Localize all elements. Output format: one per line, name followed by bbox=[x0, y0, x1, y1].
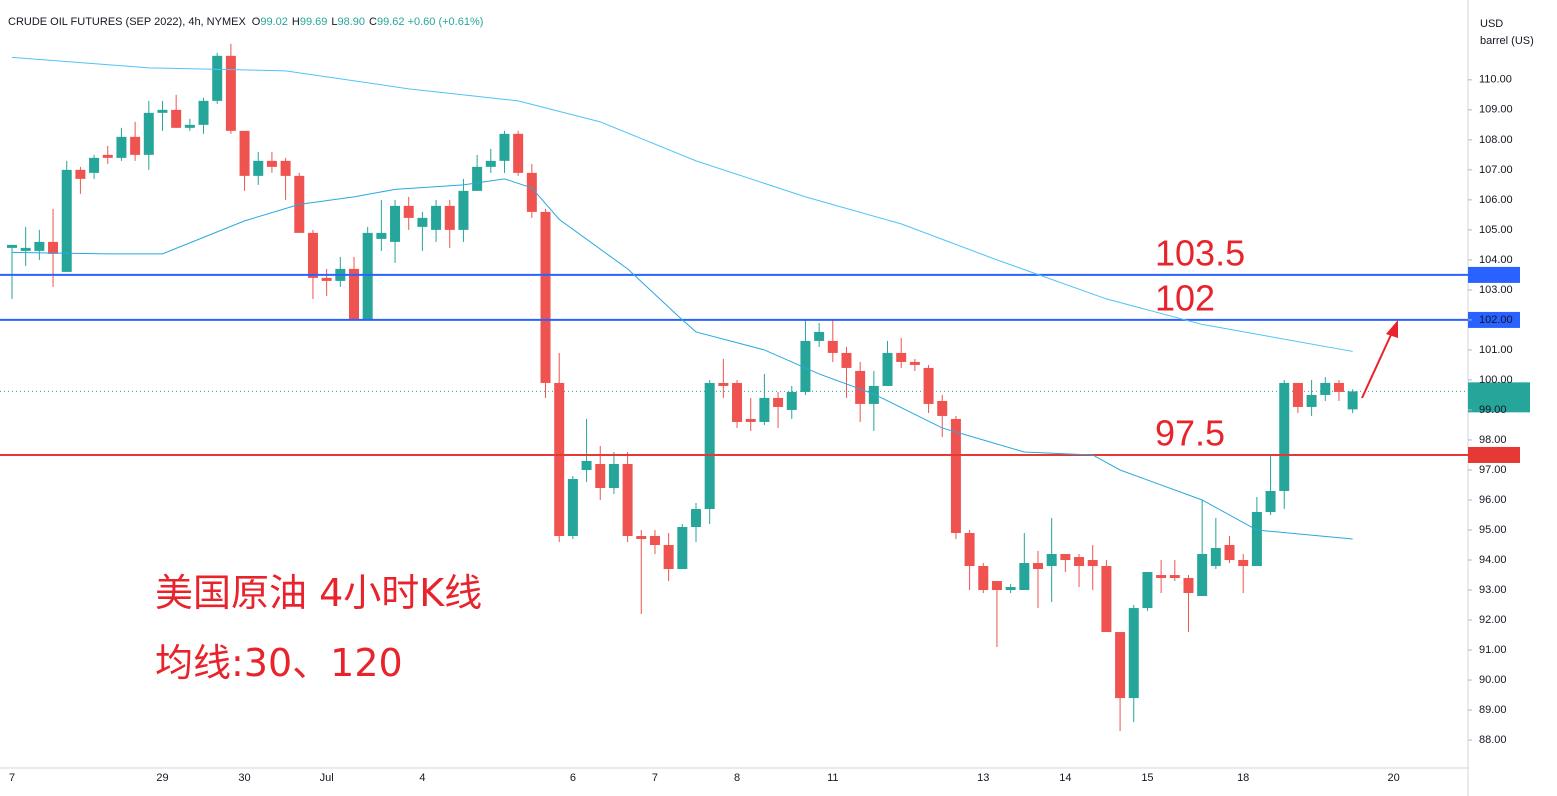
x-tick-label: 8 bbox=[734, 772, 740, 784]
y-tick-label: 101.00 bbox=[1479, 344, 1513, 356]
ohlc-value: 99.62 bbox=[376, 16, 405, 28]
level-annotation: 102 bbox=[1155, 277, 1215, 318]
y-tick-label: 98.00 bbox=[1479, 434, 1507, 446]
y-tick-label: 94.00 bbox=[1479, 554, 1507, 566]
ohlc: O99.02 H99.69 L98.90 C99.62 bbox=[246, 16, 405, 28]
level-annotation: 97.5 bbox=[1155, 412, 1225, 453]
y-tick-label: 108.00 bbox=[1479, 134, 1513, 146]
y-tick-label: 99.00 bbox=[1479, 404, 1507, 416]
y-tick-label: 92.00 bbox=[1479, 614, 1507, 626]
x-tick-label: 20 bbox=[1388, 772, 1400, 784]
x-tick-label: 4 bbox=[419, 772, 425, 784]
x-tick-label: 11 bbox=[827, 772, 838, 784]
annotation: 美国原油 4小时K线 bbox=[155, 571, 483, 615]
arrow bbox=[1361, 325, 1396, 399]
arrow-head bbox=[1386, 320, 1398, 338]
ohlc-value: 99.02 bbox=[260, 16, 288, 28]
y-tick-label: 109.00 bbox=[1479, 104, 1513, 116]
moving-average bbox=[11, 56, 1353, 352]
currency: USD bbox=[1480, 18, 1504, 30]
ohlc-value: 99.69 bbox=[299, 16, 328, 28]
x-tick-label: 13 bbox=[977, 772, 989, 784]
y-tick-label: 97.00 bbox=[1479, 464, 1507, 476]
level-label-box bbox=[1468, 446, 1520, 463]
x-tick-label: 15 bbox=[1141, 772, 1153, 784]
y-tick-label: 110.00 bbox=[1479, 74, 1512, 86]
symbol: CRUDE OIL FUTURES (SEP 2022), 4h, NYMEX bbox=[8, 16, 246, 28]
y-tick-label: 88.00 bbox=[1479, 734, 1507, 746]
level-label-box bbox=[1468, 311, 1520, 328]
x-tick-label: 7 bbox=[652, 772, 658, 784]
ohlc-value: 98.90 bbox=[337, 16, 366, 28]
change: +0.60 (+0.61%) bbox=[407, 16, 484, 28]
y-tick-label: 96.00 bbox=[1479, 494, 1507, 506]
y-tick-label: 106.00 bbox=[1479, 194, 1513, 206]
annotation: 均线:30、120 bbox=[155, 641, 403, 685]
y-tick-label: 103.00 bbox=[1479, 284, 1513, 296]
ohlc-key: L bbox=[331, 16, 338, 28]
ohlc-key: H bbox=[291, 16, 300, 28]
y-tick-label: 90.00 bbox=[1479, 674, 1507, 686]
y-tick-label: 91.00 bbox=[1479, 644, 1507, 656]
unit-name: barrel (US) bbox=[1480, 35, 1534, 47]
x-tick-label: 29 bbox=[156, 772, 168, 784]
x-tick-label: 18 bbox=[1237, 772, 1249, 784]
x-tick-label: 7 bbox=[9, 772, 15, 784]
y-tick-label: 104.00 bbox=[1479, 254, 1513, 266]
legend-header: CRUDE OIL FUTURES (SEP 2022), 4h, NYMEX O… bbox=[8, 16, 483, 28]
y-tick-label: 100.00 bbox=[1479, 374, 1513, 386]
ohlc-key: O bbox=[251, 16, 261, 28]
y-tick-label: 93.00 bbox=[1479, 584, 1507, 596]
unit: USD barrel (US) bbox=[1480, 16, 1534, 50]
moving-average bbox=[11, 178, 1353, 540]
y-tick-label: 95.00 bbox=[1479, 524, 1507, 536]
y-tick-label: 105.00 bbox=[1479, 224, 1513, 236]
x-tick-label: 14 bbox=[1059, 772, 1071, 784]
ohlc-key: C bbox=[369, 16, 377, 28]
y-tick-label: 107.00 bbox=[1479, 164, 1513, 176]
x-tick-label: Jul bbox=[320, 772, 334, 784]
x-tick-label: 30 bbox=[238, 772, 250, 784]
x-tick-label: 6 bbox=[570, 772, 576, 784]
last-price-box bbox=[1468, 382, 1530, 413]
y-tick-label: 102.00 bbox=[1479, 314, 1513, 326]
level-label-box bbox=[1468, 266, 1520, 283]
y-tick-label: 89.00 bbox=[1479, 704, 1507, 716]
level-annotation: 103.5 bbox=[1155, 232, 1245, 273]
